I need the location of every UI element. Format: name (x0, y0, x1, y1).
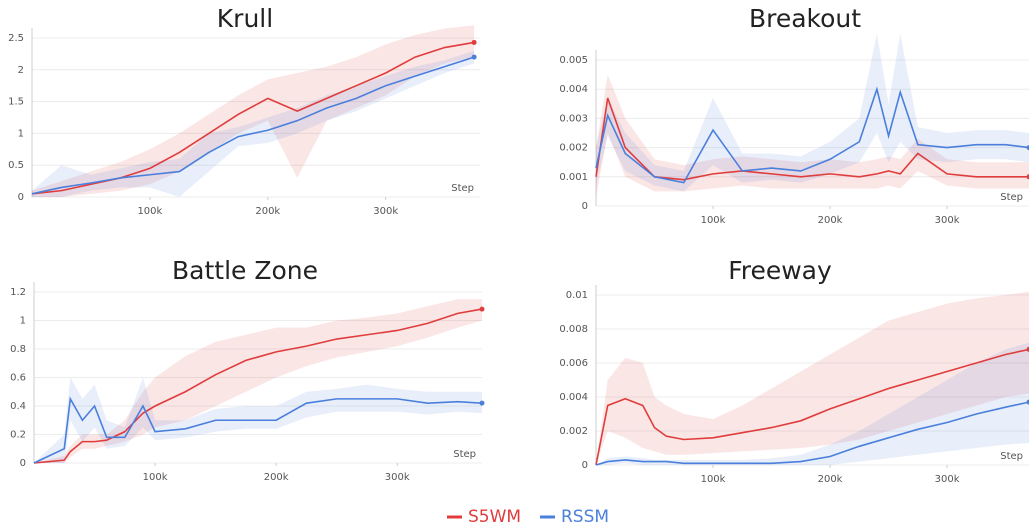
end-point (1026, 145, 1029, 151)
x-axis-label: Step (1000, 451, 1023, 462)
end-point (1026, 174, 1029, 180)
x-tick-label: 200k (264, 472, 289, 483)
x-axis-label: Step (451, 183, 474, 194)
band (596, 74, 1029, 198)
x-tick-label: 300k (385, 472, 410, 483)
legend-label: RSSM (561, 507, 609, 525)
y-tick-label: 0.004 (559, 84, 588, 95)
line (595, 401, 1029, 466)
y-tick-label: 0.001 (559, 172, 588, 183)
x-tick-label: 100k (143, 472, 168, 483)
end-point (471, 39, 477, 45)
x-tick-label: 300k (373, 206, 398, 217)
band (32, 25, 475, 198)
x-tick-label: 100k (701, 474, 726, 485)
y-tick-label: 0.8 (10, 344, 26, 355)
line (31, 56, 475, 195)
y-tick-label: 1.5 (8, 97, 24, 108)
line (595, 86, 1029, 184)
y-tick-label: 0.6 (10, 373, 26, 384)
y-tick-label: 0 (582, 201, 588, 212)
y-tick-label: 0 (582, 460, 588, 471)
line (33, 396, 483, 464)
x-tick-label: 200k (818, 474, 843, 485)
y-tick-label: 1 (18, 128, 24, 139)
y-tick-label: 1 (20, 316, 26, 327)
y-tick-label: 2 (18, 65, 24, 76)
end-point (1026, 399, 1029, 405)
y-tick-label: 0.002 (559, 143, 588, 154)
y-tick-label: 0.005 (559, 55, 588, 66)
end-point (479, 400, 485, 406)
x-tick-label: 200k (818, 215, 843, 226)
x-axis-label: Step (1000, 192, 1023, 203)
x-tick-label: 300k (935, 215, 960, 226)
chart-title: Battle Zone (172, 256, 318, 285)
y-tick-label: 0.002 (559, 426, 588, 437)
end-point (479, 306, 485, 312)
x-axis-label: Step (453, 449, 476, 460)
y-tick-label: 0 (18, 192, 24, 203)
y-tick-label: 0.003 (559, 113, 588, 124)
end-point (471, 54, 477, 60)
y-tick-label: 0.2 (10, 430, 26, 441)
y-tick-label: 0.006 (559, 358, 588, 369)
band (596, 291, 1029, 465)
line (33, 308, 483, 464)
y-tick-label: 0.008 (559, 324, 588, 335)
y-tick-label: 0.5 (8, 160, 24, 171)
band (32, 50, 475, 197)
x-tick-label: 100k (137, 206, 162, 217)
y-tick-label: 0.004 (559, 392, 588, 403)
legend-label: S5WM (468, 507, 521, 525)
chart-title: Breakout (749, 4, 861, 33)
end-point (1026, 346, 1029, 352)
y-tick-label: 1.2 (10, 287, 26, 298)
x-tick-label: 200k (255, 206, 280, 217)
chart-title: Krull (217, 4, 273, 33)
y-tick-label: 0.4 (10, 401, 26, 412)
y-tick-label: 0.01 (566, 290, 588, 301)
band (596, 33, 1029, 192)
x-tick-label: 300k (935, 474, 960, 485)
band (34, 299, 482, 463)
y-tick-label: 0 (20, 458, 26, 469)
chart-title: Freeway (728, 256, 832, 285)
x-tick-label: 100k (701, 215, 726, 226)
band (596, 342, 1029, 465)
line (595, 348, 1029, 466)
y-tick-label: 2.5 (8, 33, 24, 44)
